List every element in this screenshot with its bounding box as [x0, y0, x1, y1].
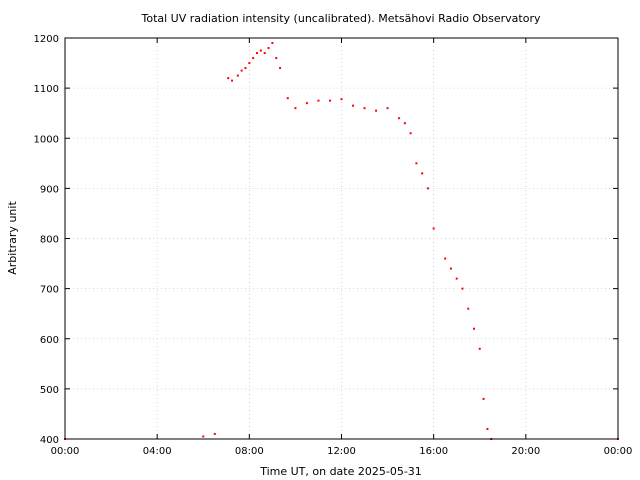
data-point: [317, 99, 320, 102]
data-point: [432, 227, 435, 230]
data-point: [202, 435, 205, 438]
x-tick-label: 20:00: [511, 446, 540, 457]
data-point: [398, 117, 401, 120]
data-point: [236, 74, 239, 77]
data-point: [386, 107, 389, 110]
y-tick-label: 700: [40, 285, 59, 296]
data-point: [467, 307, 470, 310]
data-point: [482, 397, 485, 400]
data-point: [328, 99, 331, 102]
y-tick-label: 1100: [34, 84, 59, 95]
y-tick-label: 1200: [34, 34, 59, 45]
chart-title: Total UV radiation intensity (uncalibrat…: [141, 12, 541, 25]
data-point: [415, 162, 418, 165]
data-point: [248, 62, 251, 65]
y-axis: 400 500 600 700 800 900 1000 1100 1200: [34, 34, 618, 446]
y-tick-label: 800: [40, 235, 59, 246]
data-point: [267, 47, 270, 50]
data-point: [286, 97, 289, 100]
y-tick-label: 400: [40, 435, 59, 446]
data-point: [375, 109, 378, 112]
data-point: [263, 52, 266, 55]
data-point: [231, 79, 234, 82]
x-axis: 00:00 04:00 08:00 12:00 16:00 20:00 00:00: [51, 38, 633, 457]
x-tick-label: 16:00: [419, 446, 448, 457]
data-point: [259, 49, 262, 52]
data-point: [252, 57, 255, 60]
data-point: [305, 102, 308, 105]
data-point: [227, 77, 230, 80]
y-tick-label: 600: [40, 335, 59, 346]
x-tick-label: 12:00: [327, 446, 356, 457]
data-point: [352, 104, 355, 107]
data-point: [478, 347, 481, 350]
data-point: [256, 52, 259, 55]
data-point: [409, 132, 412, 135]
data-point: [240, 69, 243, 72]
data-point: [461, 287, 464, 290]
y-tick-label: 900: [40, 184, 59, 195]
x-tick-label: 00:00: [604, 446, 633, 457]
x-tick-label: 00:00: [51, 446, 80, 457]
data-point: [363, 107, 366, 110]
data-point: [486, 427, 489, 430]
x-tick-label: 04:00: [143, 446, 172, 457]
grid-lines: [65, 38, 618, 439]
data-point: [275, 57, 278, 60]
data-point: [455, 277, 458, 280]
y-tick-label: 500: [40, 385, 59, 396]
data-point: [426, 187, 429, 190]
x-tick-label: 08:00: [235, 446, 264, 457]
x-axis-label: Time UT, on date 2025-05-31: [259, 465, 422, 478]
data-point: [271, 42, 274, 45]
data-point: [403, 122, 406, 125]
data-point: [449, 267, 452, 270]
y-axis-label: Arbitrary unit: [6, 201, 19, 275]
data-point: [444, 257, 447, 260]
data-point: [472, 327, 475, 330]
data-point: [421, 172, 424, 175]
data-point: [279, 67, 282, 70]
data-point: [294, 107, 297, 110]
y-tick-label: 1000: [34, 134, 59, 145]
data-points: [64, 42, 619, 440]
data-point: [213, 432, 216, 435]
data-point: [244, 67, 247, 70]
data-point: [340, 98, 343, 101]
